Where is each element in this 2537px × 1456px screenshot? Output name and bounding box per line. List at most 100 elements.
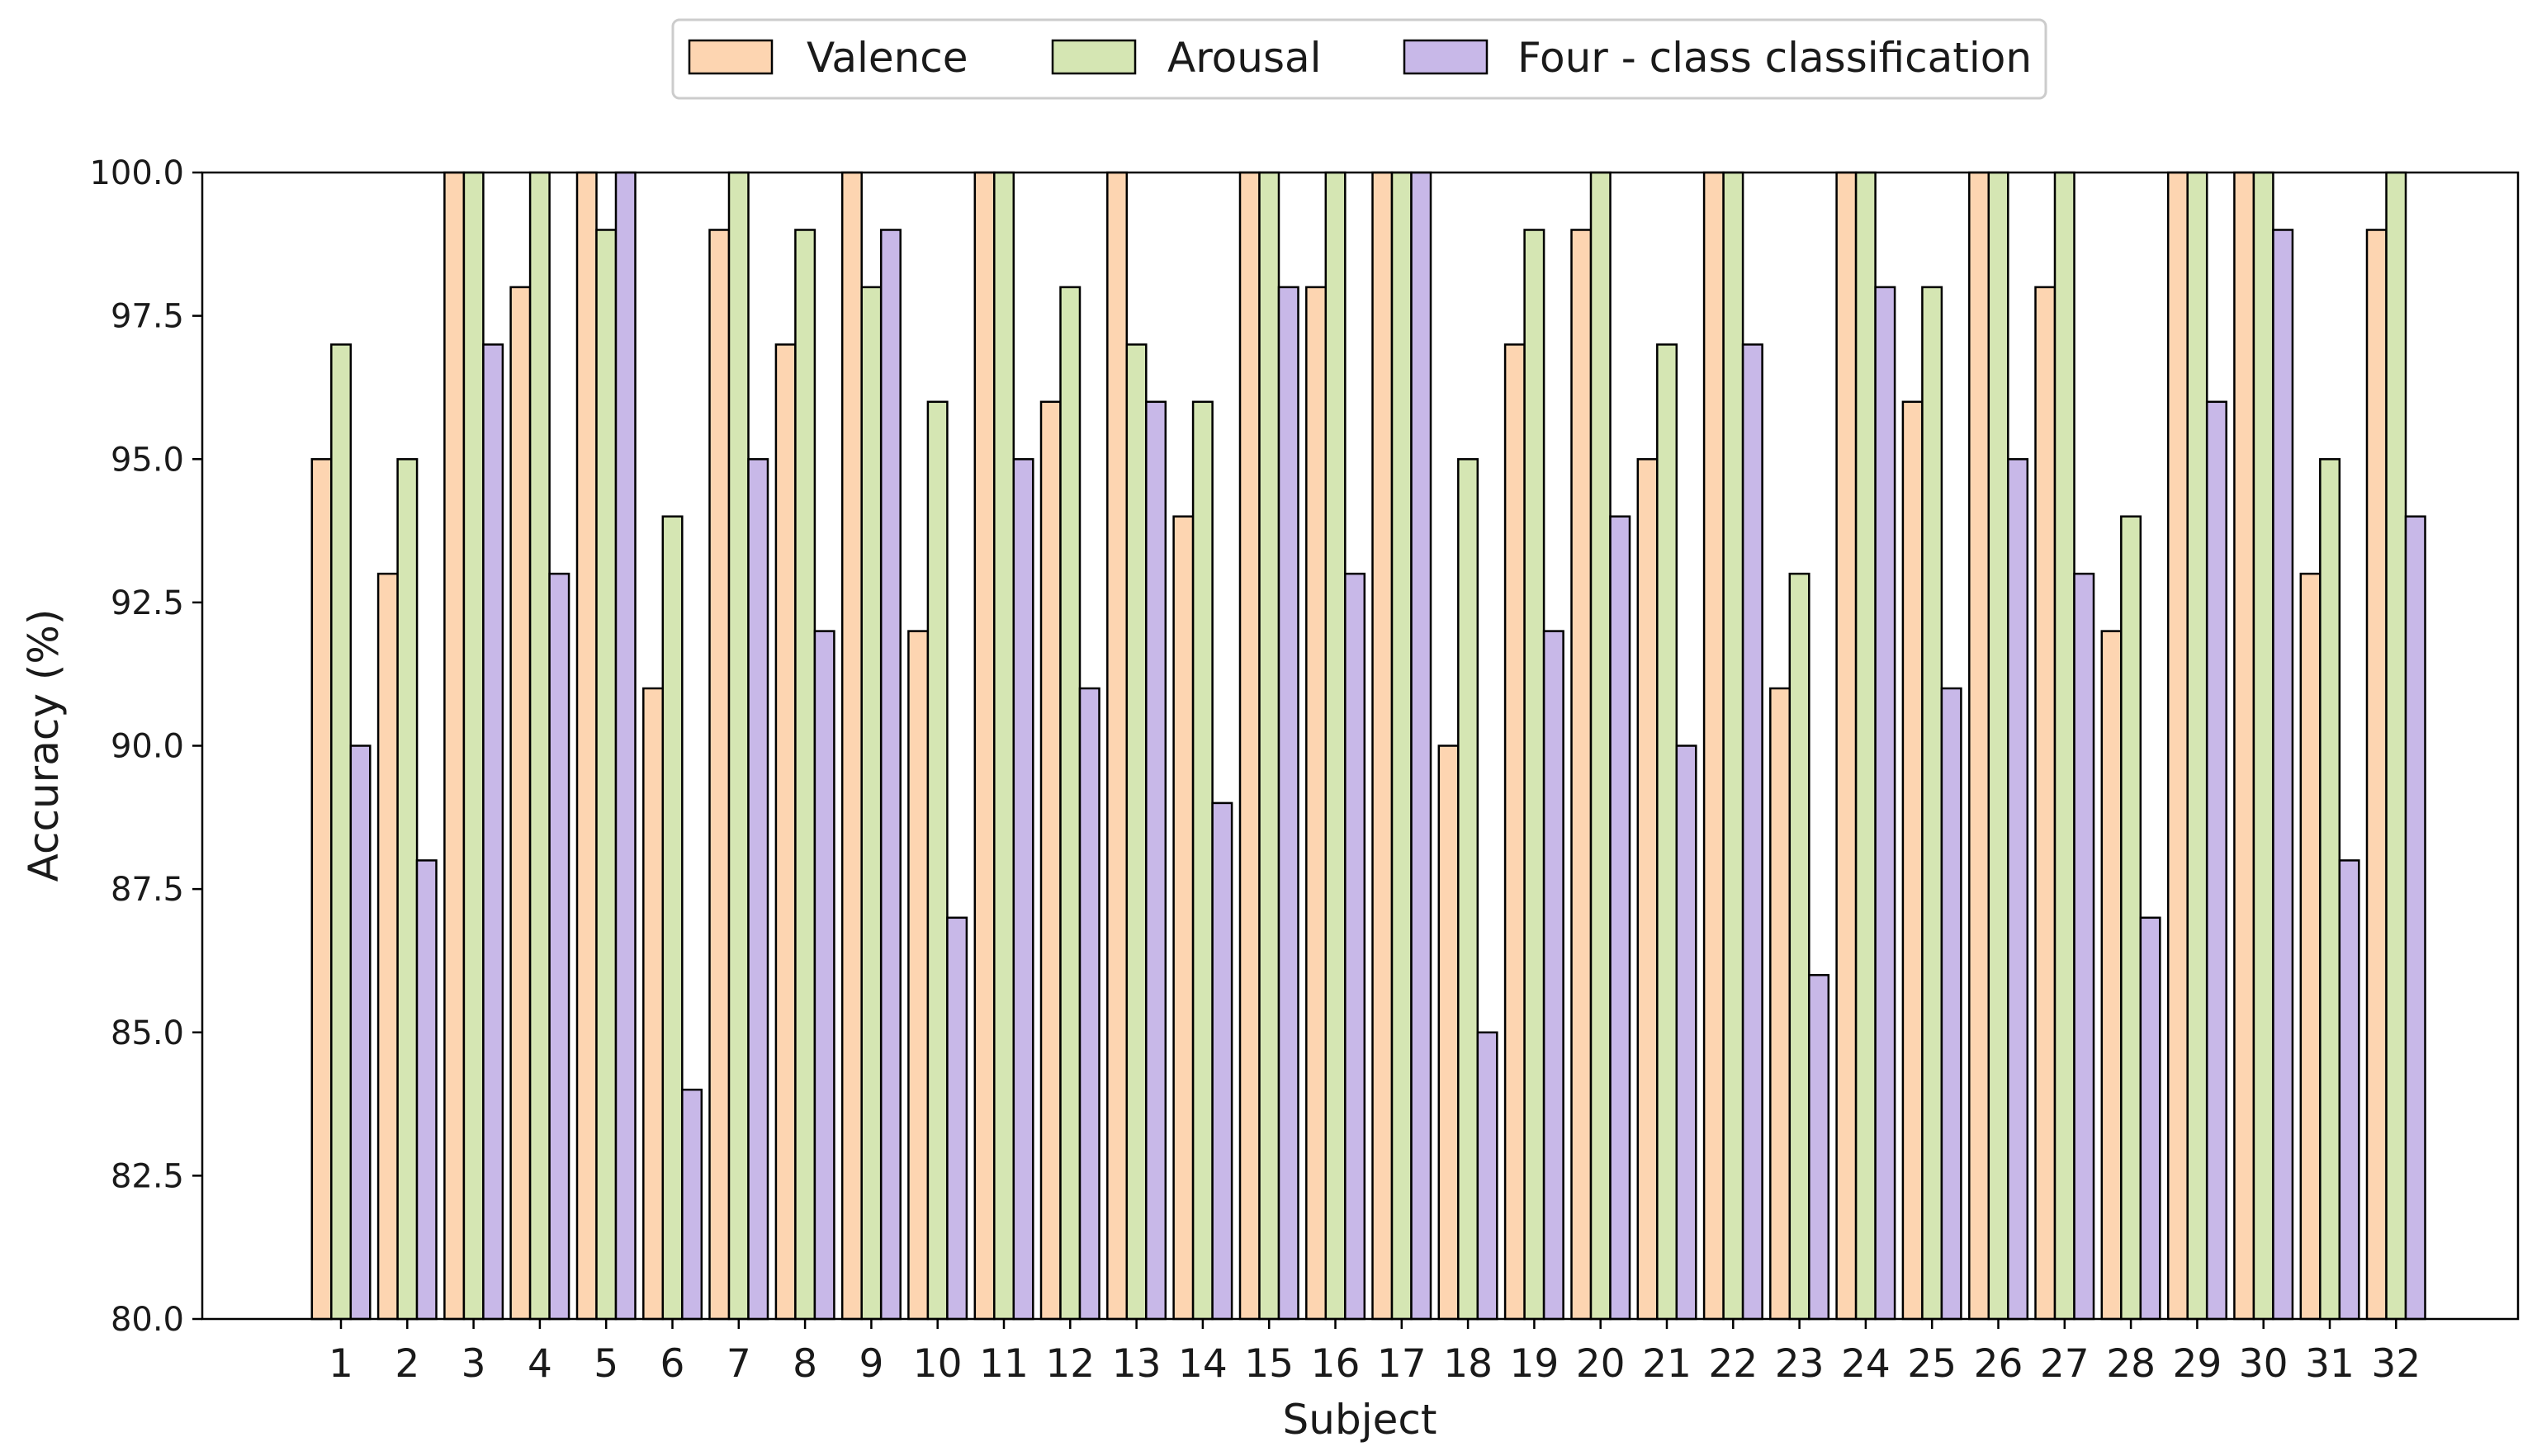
bar-four-class-classification-subject-10 — [946, 916, 968, 1321]
bar-arousal-subject-20 — [1589, 171, 1612, 1321]
bar-valence-subject-31 — [2299, 572, 2322, 1321]
legend-swatch-four-class — [1403, 39, 1489, 75]
y-tick-label: 90.0 — [111, 728, 184, 766]
bar-arousal-subject-14 — [1191, 400, 1214, 1321]
x-tick-label: 9 — [859, 1341, 883, 1387]
bar-four-class-classification-subject-11 — [1012, 458, 1034, 1321]
bar-valence-subject-20 — [1570, 229, 1593, 1321]
bar-four-class-classification-subject-21 — [1675, 745, 1697, 1321]
bar-four-class-classification-subject-26 — [2007, 458, 2029, 1321]
x-tick-label: 20 — [1576, 1341, 1626, 1387]
bar-arousal-subject-22 — [1722, 171, 1744, 1321]
bar-arousal-subject-1 — [330, 343, 353, 1321]
x-tick-label: 2 — [395, 1341, 419, 1387]
bar-four-class-classification-subject-32 — [2404, 515, 2426, 1321]
bar-valence-subject-18 — [1437, 745, 1460, 1321]
x-tick-label: 32 — [2371, 1341, 2421, 1387]
bar-four-class-classification-subject-18 — [1476, 1031, 1498, 1321]
bar-arousal-subject-13 — [1125, 343, 1148, 1321]
bar-arousal-subject-18 — [1457, 458, 1479, 1321]
bar-arousal-subject-10 — [926, 400, 949, 1321]
x-tick-label: 11 — [979, 1341, 1029, 1387]
x-tick-label: 24 — [1841, 1341, 1891, 1387]
bar-arousal-subject-7 — [727, 171, 750, 1321]
bar-four-class-classification-subject-13 — [1145, 400, 1167, 1321]
bar-four-class-classification-subject-8 — [813, 630, 835, 1321]
bar-four-class-classification-subject-2 — [415, 859, 438, 1321]
legend-label-four-class: Four - class classification — [1517, 34, 2032, 82]
x-tick-label: 23 — [1775, 1341, 1825, 1387]
bar-four-class-classification-subject-1 — [349, 745, 372, 1321]
x-tick-label: 21 — [1642, 1341, 1692, 1387]
y-axis-label: Accuracy (%) — [20, 609, 68, 882]
bar-valence-subject-11 — [973, 171, 996, 1321]
bar-arousal-subject-2 — [396, 458, 419, 1321]
bar-valence-subject-14 — [1172, 515, 1195, 1321]
bar-arousal-subject-21 — [1656, 343, 1678, 1321]
bar-valence-subject-22 — [1702, 171, 1725, 1321]
bar-arousal-subject-24 — [1854, 171, 1877, 1321]
y-tick-label: 97.5 — [111, 298, 184, 336]
bar-four-class-classification-subject-30 — [2272, 229, 2294, 1321]
x-tick-label: 26 — [1974, 1341, 2023, 1387]
x-tick-label: 30 — [2239, 1341, 2289, 1387]
bar-arousal-subject-25 — [1921, 286, 1943, 1321]
bar-valence-subject-5 — [575, 171, 598, 1321]
bar-valence-subject-30 — [2233, 171, 2255, 1321]
bar-four-class-classification-subject-29 — [2205, 400, 2227, 1321]
x-tick-label: 1 — [329, 1341, 353, 1387]
bar-four-class-classification-subject-20 — [1609, 515, 1631, 1321]
x-tick-label: 12 — [1045, 1341, 1095, 1387]
bar-four-class-classification-subject-22 — [1741, 343, 1763, 1321]
bar-valence-subject-16 — [1305, 286, 1328, 1321]
bar-arousal-subject-3 — [462, 171, 485, 1321]
bar-arousal-subject-9 — [860, 286, 883, 1321]
bar-arousal-subject-19 — [1523, 229, 1545, 1321]
bar-valence-subject-25 — [1901, 400, 1924, 1321]
x-tick-label: 5 — [594, 1341, 618, 1387]
bar-four-class-classification-subject-16 — [1344, 572, 1366, 1321]
y-tick-label: 80.0 — [111, 1301, 184, 1339]
x-tick-label: 16 — [1311, 1341, 1361, 1387]
bar-four-class-classification-subject-28 — [2139, 916, 2161, 1321]
bar-valence-subject-17 — [1371, 171, 1394, 1321]
bar-arousal-subject-30 — [2252, 171, 2274, 1321]
bar-valence-subject-12 — [1039, 400, 1062, 1321]
bar-four-class-classification-subject-3 — [482, 343, 504, 1321]
bar-valence-subject-13 — [1106, 171, 1129, 1321]
x-tick-label: 7 — [727, 1341, 751, 1387]
bar-four-class-classification-subject-25 — [1940, 687, 1962, 1321]
bar-arousal-subject-32 — [2385, 171, 2407, 1321]
bar-arousal-subject-17 — [1390, 171, 1413, 1321]
bar-four-class-classification-subject-27 — [2073, 572, 2095, 1321]
x-tick-label: 27 — [2040, 1341, 2090, 1387]
legend-swatch-valence — [688, 39, 774, 75]
bar-valence-subject-27 — [2034, 286, 2057, 1321]
bar-valence-subject-26 — [1968, 171, 1990, 1321]
bar-valence-subject-2 — [376, 572, 399, 1321]
bar-four-class-classification-subject-14 — [1211, 801, 1233, 1321]
x-tick-label: 28 — [2106, 1341, 2156, 1387]
bar-four-class-classification-subject-24 — [1874, 286, 1896, 1321]
x-tick-label: 10 — [913, 1341, 963, 1387]
bar-four-class-classification-subject-15 — [1277, 286, 1299, 1321]
bar-arousal-subject-27 — [2053, 171, 2076, 1321]
bar-four-class-classification-subject-12 — [1078, 687, 1100, 1321]
bar-four-class-classification-subject-23 — [1808, 974, 1830, 1321]
bar-four-class-classification-subject-19 — [1542, 630, 1564, 1321]
bar-four-class-classification-subject-9 — [879, 229, 902, 1321]
x-tick-label: 13 — [1112, 1341, 1162, 1387]
bar-arousal-subject-8 — [794, 229, 816, 1321]
bar-arousal-subject-23 — [1788, 572, 1810, 1321]
x-tick-label: 29 — [2172, 1341, 2222, 1387]
y-tick-label: 82.5 — [111, 1157, 184, 1195]
y-tick-label: 87.5 — [111, 871, 184, 909]
y-tick-label: 92.5 — [111, 584, 184, 622]
x-tick-label: 31 — [2305, 1341, 2355, 1387]
bar-arousal-subject-12 — [1059, 286, 1082, 1321]
bar-valence-subject-6 — [642, 687, 665, 1321]
y-tick-label: 100.0 — [89, 154, 184, 192]
bar-arousal-subject-29 — [2186, 171, 2208, 1321]
legend-swatch-arousal — [1051, 39, 1137, 75]
bar-arousal-subject-4 — [528, 171, 551, 1321]
